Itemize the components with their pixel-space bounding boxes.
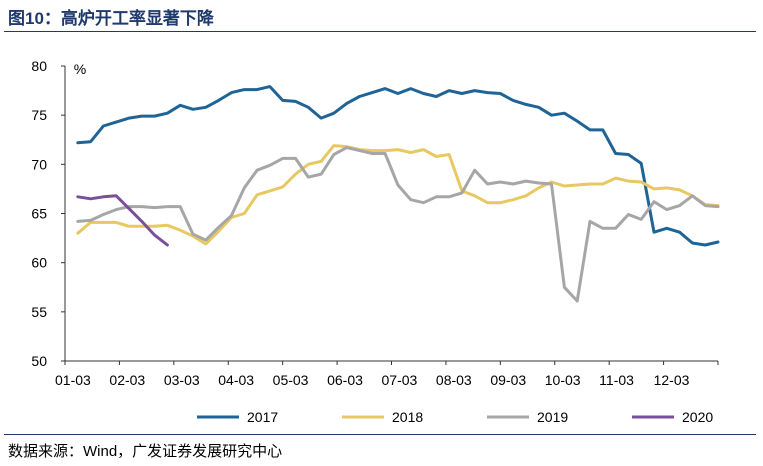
- x-tick-label: 07-03: [382, 372, 418, 388]
- x-axis: 01-03 02-03 03-03 04-03 05-03 06-03 07-03 08-03…: [55, 360, 719, 388]
- legend-label-2017: 2017: [247, 409, 278, 425]
- y-tick-label: 50: [31, 353, 47, 369]
- x-tick-label: 04-03: [218, 372, 254, 388]
- legend-label-2018: 2018: [392, 409, 423, 425]
- y-tick-label: 60: [31, 255, 47, 271]
- chart-title: 图10：高炉开工率显著下降: [8, 9, 214, 28]
- x-tick-label: 09-03: [490, 372, 526, 388]
- source-divider: [4, 434, 756, 435]
- title-divider: [4, 31, 756, 32]
- line-chart: 50 55 60 65 70 75 80 01-03 02-03 03-03 04-03 05-03…: [31, 58, 720, 425]
- legend: 2017 2018 2019 2020: [197, 409, 713, 425]
- x-tick-label: 10-03: [545, 372, 581, 388]
- source-note: 数据来源：Wind，广发证券发展研究中心: [8, 443, 283, 460]
- series-line-2020: [76, 194, 169, 247]
- y-tick-label: 70: [31, 156, 47, 172]
- y-axis: 50 55 60 65 70 75 80: [31, 58, 66, 369]
- series-line-2019: [76, 146, 720, 303]
- x-tick-label: 06-03: [327, 372, 363, 388]
- y-tick-label: 75: [31, 107, 47, 123]
- x-tick-label: 03-03: [164, 372, 200, 388]
- x-tick-label: 05-03: [273, 372, 309, 388]
- y-tick-label: 55: [31, 304, 47, 320]
- legend-label-2020: 2020: [682, 409, 713, 425]
- x-tick-label: 01-03: [55, 372, 91, 388]
- x-tick-label: 02-03: [109, 372, 145, 388]
- x-tick-label: 08-03: [436, 372, 472, 388]
- legend-label-2019: 2019: [537, 409, 568, 425]
- series-line-2017: [76, 85, 720, 247]
- series-line-2018: [76, 144, 720, 246]
- x-tick-label: 11-03: [599, 372, 634, 388]
- y-unit-label: %: [74, 61, 86, 77]
- x-tick-label: 12-03: [654, 372, 690, 388]
- y-tick-label: 65: [31, 206, 47, 222]
- y-tick-label: 80: [31, 58, 47, 74]
- series-layer: [76, 85, 720, 303]
